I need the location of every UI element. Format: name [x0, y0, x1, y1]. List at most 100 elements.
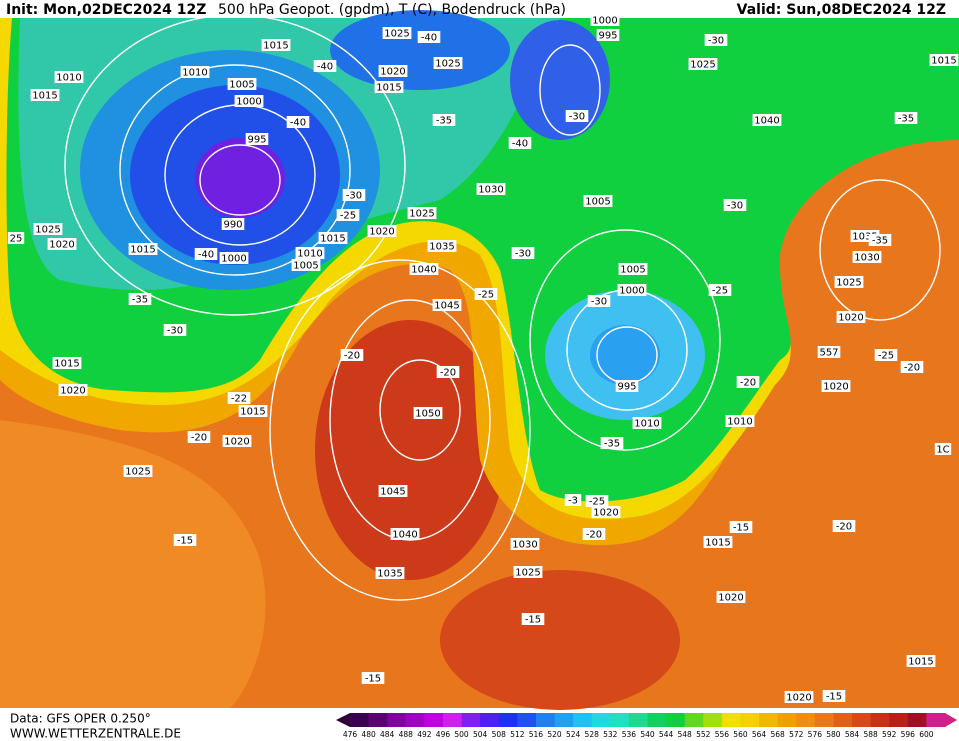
isobar-label: 1020: [716, 591, 746, 604]
temperature-label: -20: [582, 528, 606, 541]
isobar: [119, 64, 351, 276]
isobar-label: 990: [221, 218, 245, 231]
isobar-label-text: 995: [617, 382, 636, 393]
temperature-label: -20: [736, 376, 760, 389]
isobar-label-text: 1040: [411, 265, 436, 276]
colorbar-label: 576: [808, 730, 823, 739]
temperature-label-box: [474, 288, 498, 300]
isobar-label-box: [222, 435, 252, 447]
colorbar-arrow-right: [945, 713, 957, 727]
init-time: Init: Mon,02DEC2024 12Z: [6, 2, 206, 18]
isobar-label-box: [852, 251, 882, 263]
isobar-label-box: [295, 247, 325, 259]
temperature-label: -35: [600, 437, 624, 450]
temperature-label-box: [894, 112, 918, 124]
isobar-label: 1040: [752, 114, 782, 127]
temperature-label: -30: [163, 324, 187, 337]
isobar-label-text: 1010: [297, 249, 322, 260]
isobar-label-text: 1000: [592, 16, 617, 27]
colorbar-label: 516: [529, 730, 544, 739]
colorbar-cell: [777, 713, 797, 727]
colorbar-label: 504: [473, 730, 488, 739]
isobar-label: 1015: [30, 89, 60, 102]
isobar-label-box: [128, 243, 158, 255]
isobar: [64, 14, 406, 316]
temperature-label-box: [286, 116, 310, 128]
isobar-label-box: [716, 591, 746, 603]
map-field: [0, 10, 959, 710]
colorbar-cell: [405, 713, 425, 727]
isobar: [379, 359, 461, 461]
colorbar-label: 520: [547, 730, 562, 739]
colorbar-cell: [461, 713, 481, 727]
isobar-label-text: 1015: [376, 83, 401, 94]
temperature-label-text: -30: [727, 201, 743, 212]
isobar-label: 1010: [54, 71, 84, 84]
isobar-label-box: [510, 538, 540, 550]
isobar-label-box: [30, 89, 60, 101]
isobar-label-text: 1040: [754, 116, 779, 127]
colorbar-cell: [703, 713, 723, 727]
colorbar-cell: [591, 713, 611, 727]
isobar-label-text: 995: [247, 135, 266, 146]
colorbar-label: 580: [826, 730, 841, 739]
temperature-label-text: -35: [132, 295, 148, 306]
isobar-label-box: [54, 71, 84, 83]
temperature-label: -35: [894, 112, 918, 125]
temperature-label-text: 1C: [936, 445, 949, 456]
colorbar-cell: [740, 713, 760, 727]
temperature-label-box: [7, 232, 25, 244]
isobar-label: 1025: [407, 207, 437, 220]
isobar-label-box: [617, 284, 647, 296]
temperature-label-box: [194, 248, 218, 260]
isobar-label-box: [834, 276, 864, 288]
temperature-label: -22: [227, 392, 251, 405]
isobar-label: 1000: [219, 252, 249, 265]
temperature-label-box: [564, 494, 582, 506]
isobar-label: 1010: [180, 66, 210, 79]
isobar-label-box: [180, 66, 210, 78]
isobar-label-text: 1010: [182, 68, 207, 79]
isobar-label-box: [291, 259, 321, 271]
colorbar-label: 572: [789, 730, 804, 739]
temperature-label-text: -20: [740, 378, 756, 389]
isobar-label: 1015: [374, 81, 404, 94]
isobar-label-box: [784, 691, 814, 703]
temperature-label: -20: [187, 431, 211, 444]
colorbar-cell: [814, 713, 834, 727]
isobar-label-box: [596, 29, 620, 41]
isobar-label-text: 1015: [130, 245, 155, 256]
colorbar-cell: [721, 713, 741, 727]
temperature-label-box: [340, 349, 364, 361]
isobar-label-text: 1000: [619, 286, 644, 297]
isobar-label-text: 1025: [836, 278, 861, 289]
colorbar-label: 500: [454, 730, 469, 739]
isobar-label: 1005: [291, 259, 321, 272]
isobar-label-text: 1035: [429, 242, 454, 253]
map-title: 500 hPa Geopot. (gpdm), T (C), Bodendruc…: [218, 2, 566, 18]
temperature-label-text: 25: [10, 234, 23, 245]
isobar-label-box: [245, 133, 269, 145]
isobar-label: 1020: [836, 311, 866, 324]
temperature-label: 25: [7, 232, 25, 245]
isobar-label-text: 1025: [435, 59, 460, 70]
temperature-label: -15: [521, 613, 545, 626]
colorbar-cell: [647, 713, 667, 727]
colorbar-label: 552: [696, 730, 711, 739]
temperature-label-box: [729, 521, 753, 533]
isobar-label-box: [318, 232, 348, 244]
isobar-label-box: [615, 380, 639, 392]
isobar-label-text: 1020: [838, 313, 863, 324]
temperature-label-text: -15: [826, 692, 842, 703]
isobar-label-box: [378, 485, 408, 497]
isobar-label: 995: [615, 380, 639, 393]
isobar-label-text: 1025: [515, 568, 540, 579]
temperature-label-box: [342, 189, 366, 201]
isobar-label: 1050: [413, 407, 443, 420]
temperature-label: -15: [173, 534, 197, 547]
isobar-label-box: [821, 380, 851, 392]
temperature-label-box: [432, 114, 456, 126]
temperature-label-text: -30: [569, 112, 585, 123]
isobar-label-text: 1020: [380, 67, 405, 78]
isobar-label-text: 1020: [224, 437, 249, 448]
